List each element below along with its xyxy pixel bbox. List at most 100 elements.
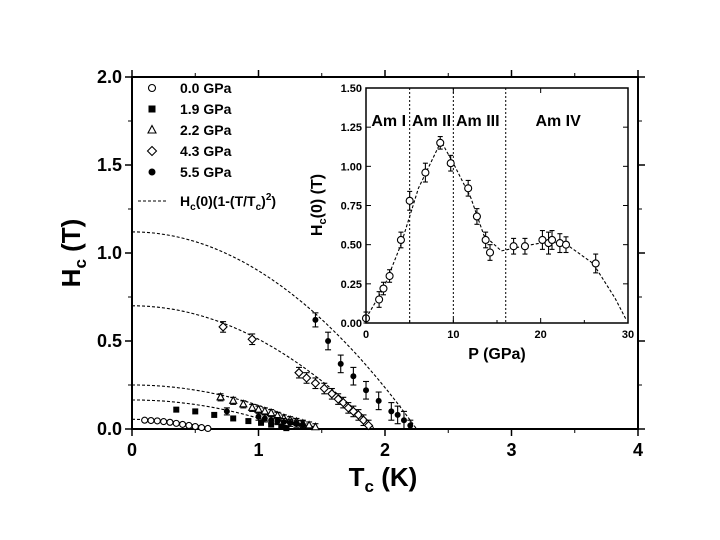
inset-data-point xyxy=(472,212,481,221)
data-point xyxy=(261,415,268,422)
data-point xyxy=(191,422,199,431)
inset-data-point xyxy=(464,184,473,193)
data-point xyxy=(172,419,180,427)
inset-data-point xyxy=(509,242,518,251)
inset-data-point xyxy=(396,235,405,245)
inset-phase-labels: Am I Am II Am III Am IV xyxy=(371,113,581,130)
inset-data-points xyxy=(361,136,600,324)
data-point xyxy=(407,422,414,429)
data-point xyxy=(216,392,225,401)
data-point xyxy=(353,410,364,420)
data-point xyxy=(160,418,168,426)
legend-marker xyxy=(147,124,157,134)
legend-label: 1.9 GPa xyxy=(180,101,232,117)
data-point xyxy=(153,417,161,425)
data-point xyxy=(218,322,228,332)
inset-data-point xyxy=(591,259,600,268)
inset-axis-ticks: 0 10 20 30 0.00 0.25 0.50 0.75 1.00 1.25 1.50 xyxy=(341,83,635,341)
data-point xyxy=(319,383,330,394)
data-point xyxy=(254,404,263,413)
legend-marker xyxy=(147,83,157,93)
data-point xyxy=(255,413,262,420)
series-5-5-gpa xyxy=(223,312,414,430)
legend-label: 2.2 GPa xyxy=(180,122,232,138)
legend-fit-label: Hc(0)(1-(T/Tc)2) xyxy=(180,192,276,213)
data-point xyxy=(299,421,306,428)
data-point xyxy=(363,387,370,394)
x-axis-title: Tc (K) xyxy=(349,462,418,496)
x-tick-label: 2 xyxy=(380,440,390,460)
inset-data-point xyxy=(385,271,394,281)
data-point xyxy=(260,406,270,415)
data-point xyxy=(268,421,275,428)
data-point xyxy=(304,420,314,429)
main-axis-ticks: 0 1 2 3 4 0.0 0.5 1.0 1.5 2.0 xyxy=(97,67,645,460)
data-point xyxy=(363,420,374,431)
data-point xyxy=(312,316,319,323)
inset-y-tick-label: 0.50 xyxy=(341,240,362,252)
data-point xyxy=(245,418,252,425)
data-point xyxy=(230,415,237,422)
data-point xyxy=(211,411,218,418)
data-point xyxy=(238,399,248,408)
data-point xyxy=(166,418,174,426)
y-axis-title: Hc (T) xyxy=(56,219,90,288)
inset-guide-curve xyxy=(365,140,627,321)
main-data-points xyxy=(141,312,414,433)
data-point xyxy=(179,420,187,428)
y-tick-label: 0.0 xyxy=(97,419,122,439)
data-point xyxy=(338,397,349,408)
data-point xyxy=(287,419,294,426)
fit-curve xyxy=(132,384,319,430)
series-1-9-gpa xyxy=(173,406,290,432)
inset-data-point xyxy=(481,235,490,245)
inset-x-tick-label: 10 xyxy=(447,329,459,341)
data-point xyxy=(268,417,275,424)
data-point xyxy=(228,395,238,404)
inset-data-point xyxy=(485,248,495,257)
fit-curve xyxy=(132,231,418,430)
series-4-3-gpa xyxy=(218,321,374,431)
inset-x-tick-label: 30 xyxy=(622,329,634,341)
phase-label: Am II xyxy=(412,113,451,130)
data-point xyxy=(185,421,193,430)
inset-x-tick-label: 20 xyxy=(535,329,547,341)
data-point xyxy=(247,334,257,345)
series-0-0-gpa xyxy=(141,416,212,433)
data-point xyxy=(358,415,369,425)
inset-chart: Am I Am II Am III Am IV 0 10 20 30 0.00 0.25 0.50… xyxy=(309,83,634,363)
legend-marker xyxy=(148,168,156,176)
x-tick-label: 1 xyxy=(253,440,263,460)
data-point xyxy=(173,406,180,413)
inset-y-tick-label: 0.75 xyxy=(341,201,362,213)
legend-marker xyxy=(148,105,156,113)
inset-x-axis-title: P (GPa) xyxy=(468,346,526,363)
legend: 0.0 GPa 1.9 GPa 2.2 GPa 4.3 GPa 5.5 GPa Hc(0… xyxy=(138,80,276,213)
inset-y-tick-label: 1.00 xyxy=(341,161,362,173)
phase-label: Am I xyxy=(371,113,406,130)
inset-y-tick-label: 1.50 xyxy=(341,83,362,95)
data-point xyxy=(266,407,276,417)
data-point xyxy=(294,367,304,378)
data-point xyxy=(278,423,285,430)
data-point xyxy=(350,373,357,380)
data-point xyxy=(327,389,337,399)
data-point xyxy=(394,411,401,418)
inset-data-point xyxy=(405,196,414,205)
data-point xyxy=(293,420,300,427)
data-point xyxy=(337,360,344,367)
inset-data-point xyxy=(436,138,445,147)
legend-label: 5.5 GPa xyxy=(180,164,232,180)
data-point xyxy=(198,424,206,432)
inset-data-point xyxy=(538,235,547,245)
phase-label: Am III xyxy=(456,113,500,130)
inset-data-point xyxy=(379,284,388,293)
x-tick-label: 3 xyxy=(506,440,516,460)
inset-y-tick-label: 1.25 xyxy=(341,122,362,134)
inset-data-point xyxy=(446,159,455,168)
inset-data-point xyxy=(421,168,430,177)
data-point xyxy=(375,397,382,404)
fit-curve xyxy=(132,399,292,430)
inset-y-axis-title: Hc(0) (T) xyxy=(309,174,329,236)
